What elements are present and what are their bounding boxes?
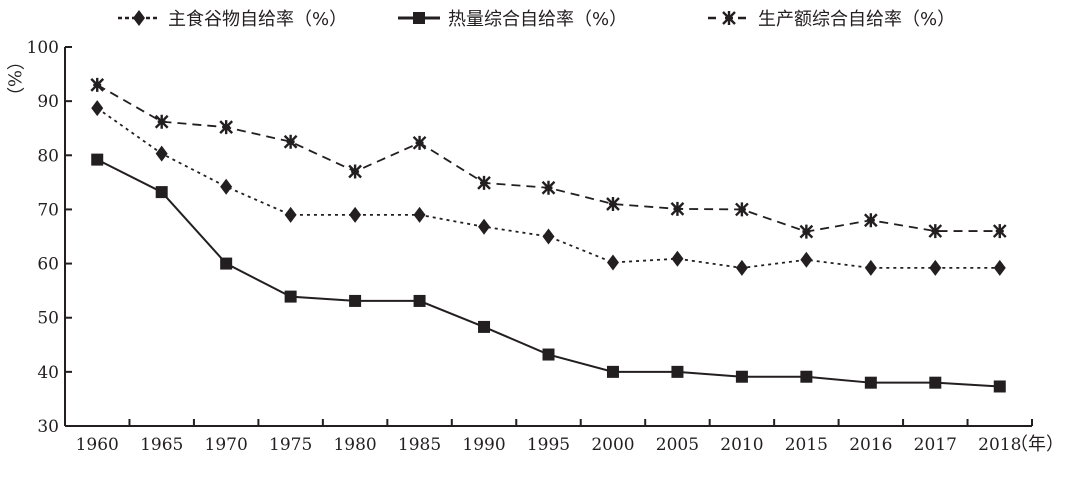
square-marker (349, 294, 362, 307)
square-marker (993, 380, 1006, 393)
asterisk-marker (283, 134, 298, 149)
asterisk-marker (735, 202, 749, 217)
x-tick-label: 2015 (785, 435, 828, 455)
diamond-marker (929, 259, 942, 276)
y-tick-label: 40 (37, 363, 59, 383)
square-marker (478, 320, 491, 333)
diamond-marker (284, 206, 297, 223)
square-marker (155, 186, 168, 199)
asterisk-marker (928, 224, 943, 239)
asterisk-marker (412, 135, 427, 150)
y-axis-label: （%） (4, 52, 25, 105)
square-marker (735, 370, 748, 383)
x-tick-label: 2018 (978, 435, 1021, 455)
asterisk-marker (863, 213, 878, 228)
asterisk-marker (992, 224, 1007, 239)
square-marker (606, 365, 619, 378)
y-tick-label: 50 (37, 309, 59, 329)
x-tick-label: 1995 (527, 435, 570, 455)
series-diamond (91, 100, 1006, 276)
diamond-marker (155, 145, 168, 162)
series-asterisk (90, 77, 1007, 239)
square-marker (413, 12, 425, 24)
x-tick-label: 1990 (462, 435, 505, 455)
x-tick-label: 2017 (914, 435, 957, 455)
asterisk-marker (90, 77, 105, 92)
x-tick-label: 1980 (333, 435, 376, 455)
square-marker (284, 290, 297, 303)
y-tick-label: 60 (37, 255, 59, 275)
square-marker (929, 376, 942, 389)
square-marker (542, 348, 555, 361)
series-group (90, 77, 1007, 393)
y-tick-label: 80 (37, 146, 59, 166)
asterisk-marker (606, 197, 620, 212)
diamond-marker (671, 250, 684, 267)
diamond-marker (993, 259, 1006, 276)
asterisk-marker (670, 201, 685, 216)
asterisk-marker (219, 120, 234, 135)
x-tick-label: 2016 (849, 435, 892, 455)
asterisk-marker (722, 11, 736, 25)
legend-label: 热量综合自给率（%） (448, 9, 627, 30)
asterisk-marker (541, 180, 556, 195)
diamond-marker (91, 100, 104, 117)
diamond-marker (478, 218, 491, 235)
axes: 30 40 50 60 70 80 90 100 1960 1965 1970 1975 1980 198… (27, 38, 1033, 455)
series-line (96, 84, 1000, 233)
x-tick-label: 1960 (76, 435, 119, 455)
x-tick-label: 2005 (656, 435, 699, 455)
legend-label: 生产额综合自给率（%） (758, 9, 955, 30)
x-axis-label: （年） (1010, 434, 1064, 455)
diamond-marker (800, 251, 813, 268)
diamond-marker (133, 10, 145, 26)
diamond-marker (542, 228, 555, 245)
square-marker (220, 257, 233, 270)
x-tick-label: 1985 (398, 435, 441, 455)
x-tick-label: 1970 (205, 435, 248, 455)
y-tick-label: 90 (37, 92, 59, 112)
square-marker (671, 365, 684, 378)
diamond-marker (220, 178, 233, 195)
square-marker (800, 370, 813, 383)
x-tick-label: 2000 (591, 435, 634, 455)
series-square (91, 153, 1006, 393)
diamond-marker (606, 254, 619, 271)
asterisk-marker (477, 175, 491, 190)
legend-label: 主食谷物自给率（%） (168, 9, 347, 30)
x-tick-label: 1965 (140, 435, 183, 455)
diamond-marker (864, 259, 877, 276)
y-tick-label: 70 (37, 200, 59, 220)
y-tick-label: 30 (37, 417, 59, 437)
square-marker (413, 294, 426, 307)
legend: 主食谷物自给率（%） 热量综合自给率（%） 生产额综合自给率（%） (118, 9, 955, 30)
square-marker (91, 153, 104, 166)
asterisk-marker (154, 114, 169, 129)
y-tick-label: 100 (27, 38, 59, 58)
diamond-marker (413, 206, 426, 223)
diamond-marker (349, 206, 362, 223)
asterisk-marker (799, 224, 814, 239)
x-tick-label: 1975 (269, 435, 312, 455)
asterisk-marker (348, 164, 362, 179)
square-marker (864, 376, 877, 389)
x-tick-label: 2010 (720, 435, 763, 455)
diamond-marker (735, 259, 748, 276)
